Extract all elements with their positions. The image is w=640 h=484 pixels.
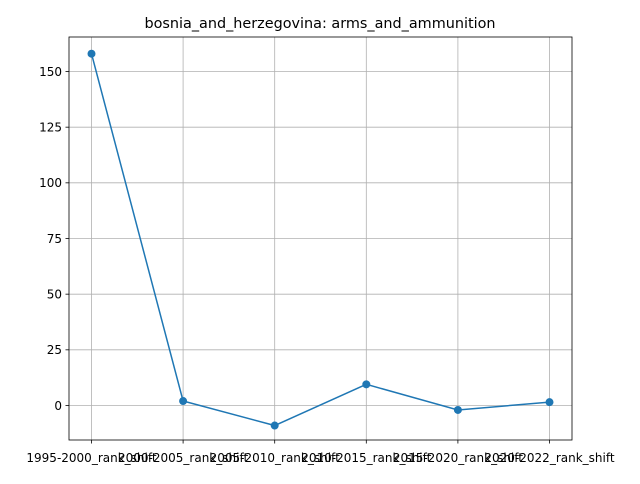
y-tick-label: 50	[47, 287, 62, 301]
y-tick-label: 100	[39, 176, 62, 190]
x-tick-label: 2010-2015_rank_shift	[301, 451, 431, 465]
data-point	[87, 49, 96, 58]
y-tick-label: 25	[47, 343, 62, 357]
data-point	[179, 397, 188, 406]
y-tick-label: 75	[47, 232, 62, 246]
chart-title: bosnia_and_herzegovina: arms_and_ammunit…	[144, 16, 495, 32]
x-tick-label: 2005-2010_rank_shift	[210, 451, 340, 465]
y-tick-label: 125	[39, 120, 62, 134]
data-point	[545, 398, 554, 407]
grid-layer	[69, 37, 572, 440]
y-tick-label: 0	[54, 399, 62, 413]
x-tick-label: 2015-2020_rank_shift	[393, 451, 523, 465]
x-tick-label: 1995-2000_rank_shift	[26, 451, 156, 465]
ticks-layer: 1995-2000_rank_shift2000-2005_rank_shift…	[26, 65, 614, 465]
data-point	[270, 421, 279, 430]
x-tick-label: 2000-2005_rank_shift	[118, 451, 248, 465]
series-layer	[87, 49, 554, 430]
x-tick-label: 2020-2022_rank_shift	[484, 451, 614, 465]
series-line	[90, 53, 550, 427]
data-point	[453, 405, 462, 414]
y-tick-label: 150	[39, 65, 62, 79]
data-point	[362, 380, 371, 389]
